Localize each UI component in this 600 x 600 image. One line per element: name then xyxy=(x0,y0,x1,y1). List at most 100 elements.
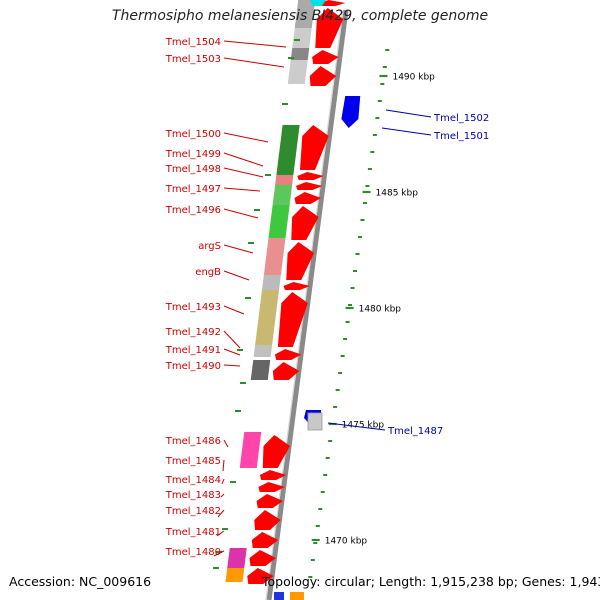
cog-segment xyxy=(268,205,290,238)
tick-marks: 1490 kbp 1485 kbp 1480 kbp 1475 kbp 1470 kbp xyxy=(213,39,435,578)
cog-color-track xyxy=(225,0,316,582)
gene-arrow-forward xyxy=(283,282,310,290)
label-leader xyxy=(223,187,261,192)
cog-segment xyxy=(276,125,300,175)
gene-arrow-forward xyxy=(309,66,337,86)
kbp-label: 1480 kbp xyxy=(359,305,402,315)
gene-arrow-forward xyxy=(286,242,315,280)
gene-arrow-forward xyxy=(259,470,287,480)
gene-label: Tmel_1483 xyxy=(165,490,221,501)
gene-arrow-forward xyxy=(254,510,281,530)
label-leader xyxy=(223,244,254,254)
gene-label: Tmel_1498 xyxy=(165,164,221,175)
gene-arrow-forward xyxy=(296,182,323,190)
gene-label: Tmel_1491 xyxy=(165,345,221,356)
gene-arrow-forward xyxy=(262,435,290,468)
label-leader xyxy=(223,167,264,178)
cog-segment xyxy=(227,548,247,568)
gene-label: engB xyxy=(195,267,221,278)
gene-arrow-reverse xyxy=(341,96,361,128)
gene-label-right: Tmel_1501 xyxy=(433,131,489,142)
backbone-line xyxy=(266,9,349,600)
gene-label: Tmel_1500 xyxy=(165,129,221,140)
label-leader xyxy=(223,208,259,219)
gene-top-cyan xyxy=(310,0,326,6)
label-leader-right xyxy=(327,422,386,431)
cog-segment xyxy=(275,175,294,185)
gene-arrow-forward xyxy=(315,8,344,48)
gene-arrow-forward xyxy=(277,292,308,347)
gene-arrow-forward xyxy=(274,349,302,360)
gene-label: argS xyxy=(198,241,221,252)
label-leader xyxy=(223,152,264,167)
gene-label: Tmel_1490 xyxy=(165,361,221,372)
cog-segment xyxy=(287,60,308,84)
label-leader xyxy=(213,550,225,557)
kbp-label: 1485 kbp xyxy=(376,189,419,199)
cog-segment xyxy=(239,432,262,468)
gene-labels: Tmel_1504 Tmel_1503 Tmel_1500 Tmel_1499 Tmel… xyxy=(165,37,489,558)
gene-label: Tmel_1484 xyxy=(165,475,221,486)
gene-arrow-forward xyxy=(251,532,279,548)
cog-segment xyxy=(292,28,312,48)
gene-label: Tmel_1496 xyxy=(165,205,221,216)
cog-segment xyxy=(253,345,273,357)
gene-label: Tmel_1503 xyxy=(165,54,221,65)
map-title: Thermosipho melanesiensis BI429, complet… xyxy=(111,8,489,24)
label-leader xyxy=(222,459,225,472)
cog-segment xyxy=(290,48,310,60)
kbp-label: 1470 kbp xyxy=(325,537,368,547)
gene-arrow-forward xyxy=(300,125,329,170)
cog-segment xyxy=(262,275,281,290)
label-leader xyxy=(223,348,241,356)
cog-segment xyxy=(272,185,293,205)
label-leader-right xyxy=(385,109,432,118)
label-leader xyxy=(216,530,225,537)
label-leader-right xyxy=(381,127,432,136)
topology-text: Topology: circular; Length: 1,915,238 bp… xyxy=(262,574,600,589)
gene-arrow-forward xyxy=(247,568,274,584)
gene-arrow-forward xyxy=(272,362,300,380)
gene-label: Tmel_1486 xyxy=(165,436,221,447)
gene-arrow-forward xyxy=(258,482,285,492)
gene-track xyxy=(247,0,361,600)
label-leader xyxy=(223,132,269,143)
cog-segment xyxy=(263,238,286,275)
gene-label: Tmel_1492 xyxy=(165,327,221,338)
accession-text: Accession: NC_009616 xyxy=(9,574,152,589)
cog-segment xyxy=(225,568,245,582)
cog-segment xyxy=(255,290,279,345)
gene-label: Tmel_1485 xyxy=(165,456,221,467)
label-leader xyxy=(221,478,225,485)
gene-label-right: Tmel_1502 xyxy=(433,113,489,124)
kbp-label: 1475 kbp xyxy=(342,421,385,431)
gene-label: Tmel_1480 xyxy=(165,547,221,558)
gene-arrow-forward xyxy=(249,550,276,566)
gene-label: Tmel_1499 xyxy=(165,149,221,160)
gene-arrow-forward xyxy=(291,206,319,240)
gene-label-right: Tmel_1487 xyxy=(387,426,443,437)
label-leader xyxy=(220,493,225,498)
gene-arrow-forward xyxy=(256,494,284,508)
gene-label: Tmel_1493 xyxy=(165,302,221,313)
gene-box-grey xyxy=(307,412,323,431)
label-leader xyxy=(223,330,241,349)
gene-label: Tmel_1497 xyxy=(165,184,221,195)
label-leader xyxy=(223,40,287,48)
label-leader xyxy=(217,509,225,518)
label-leader xyxy=(223,270,250,281)
gene-label: Tmel_1481 xyxy=(165,527,221,538)
gene-label: Tmel_1504 xyxy=(165,37,221,48)
gene-bottom-blue xyxy=(274,592,284,600)
gene-arrow-forward xyxy=(297,172,324,180)
gene-arrow-forward xyxy=(294,192,321,204)
gene-arrow-forward xyxy=(318,0,346,6)
cog-segment xyxy=(250,360,271,380)
gene-arrow-forward xyxy=(312,50,339,64)
gene-bottom-orange xyxy=(290,592,304,600)
label-leader xyxy=(223,305,245,315)
cog-segment xyxy=(294,0,316,28)
label-leader xyxy=(223,364,241,367)
label-leader xyxy=(223,57,285,68)
